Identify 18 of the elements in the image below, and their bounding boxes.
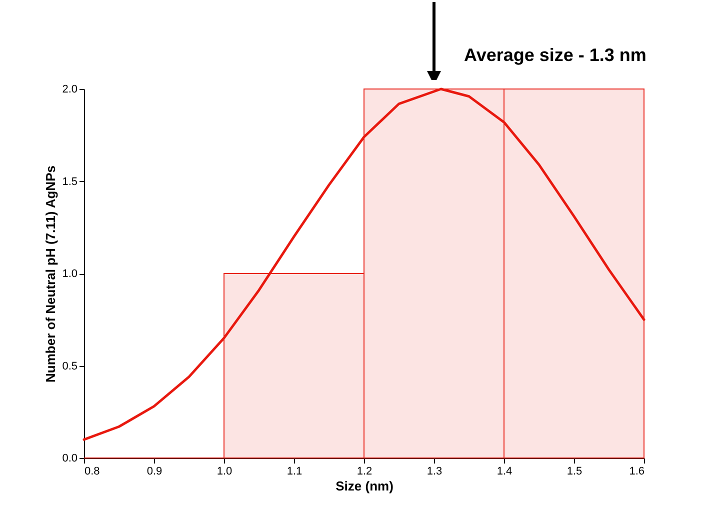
x-tick-label: 1.3	[426, 466, 442, 478]
x-tick-label: 1.1	[286, 466, 302, 478]
x-axis-title: Size (nm)	[336, 478, 394, 494]
y-tick-label: 0.5	[62, 360, 78, 372]
x-tick-label: 1.0	[216, 466, 232, 478]
x-tick-label: 0.8	[84, 466, 100, 478]
y-tick-label: 1.5	[62, 176, 78, 188]
y-axis-title: Number of Neutral pH (7.11) AgNPs	[43, 166, 58, 382]
y-tick-label: 1.0	[62, 268, 78, 280]
x-tick-label: 1.2	[356, 466, 372, 478]
x-tick-label: 1.5	[566, 466, 582, 478]
y-tick-label: 2.0	[62, 84, 78, 96]
line-series	[82, 88, 646, 441]
annotation: Average size - 1.3 nm	[464, 45, 646, 65]
y-tick-label: 0.0	[62, 452, 78, 464]
x-tick-label: 1.4	[496, 466, 512, 478]
x-tick-label: 0.9	[146, 466, 162, 478]
x-tick-label: 1.6	[629, 466, 644, 478]
